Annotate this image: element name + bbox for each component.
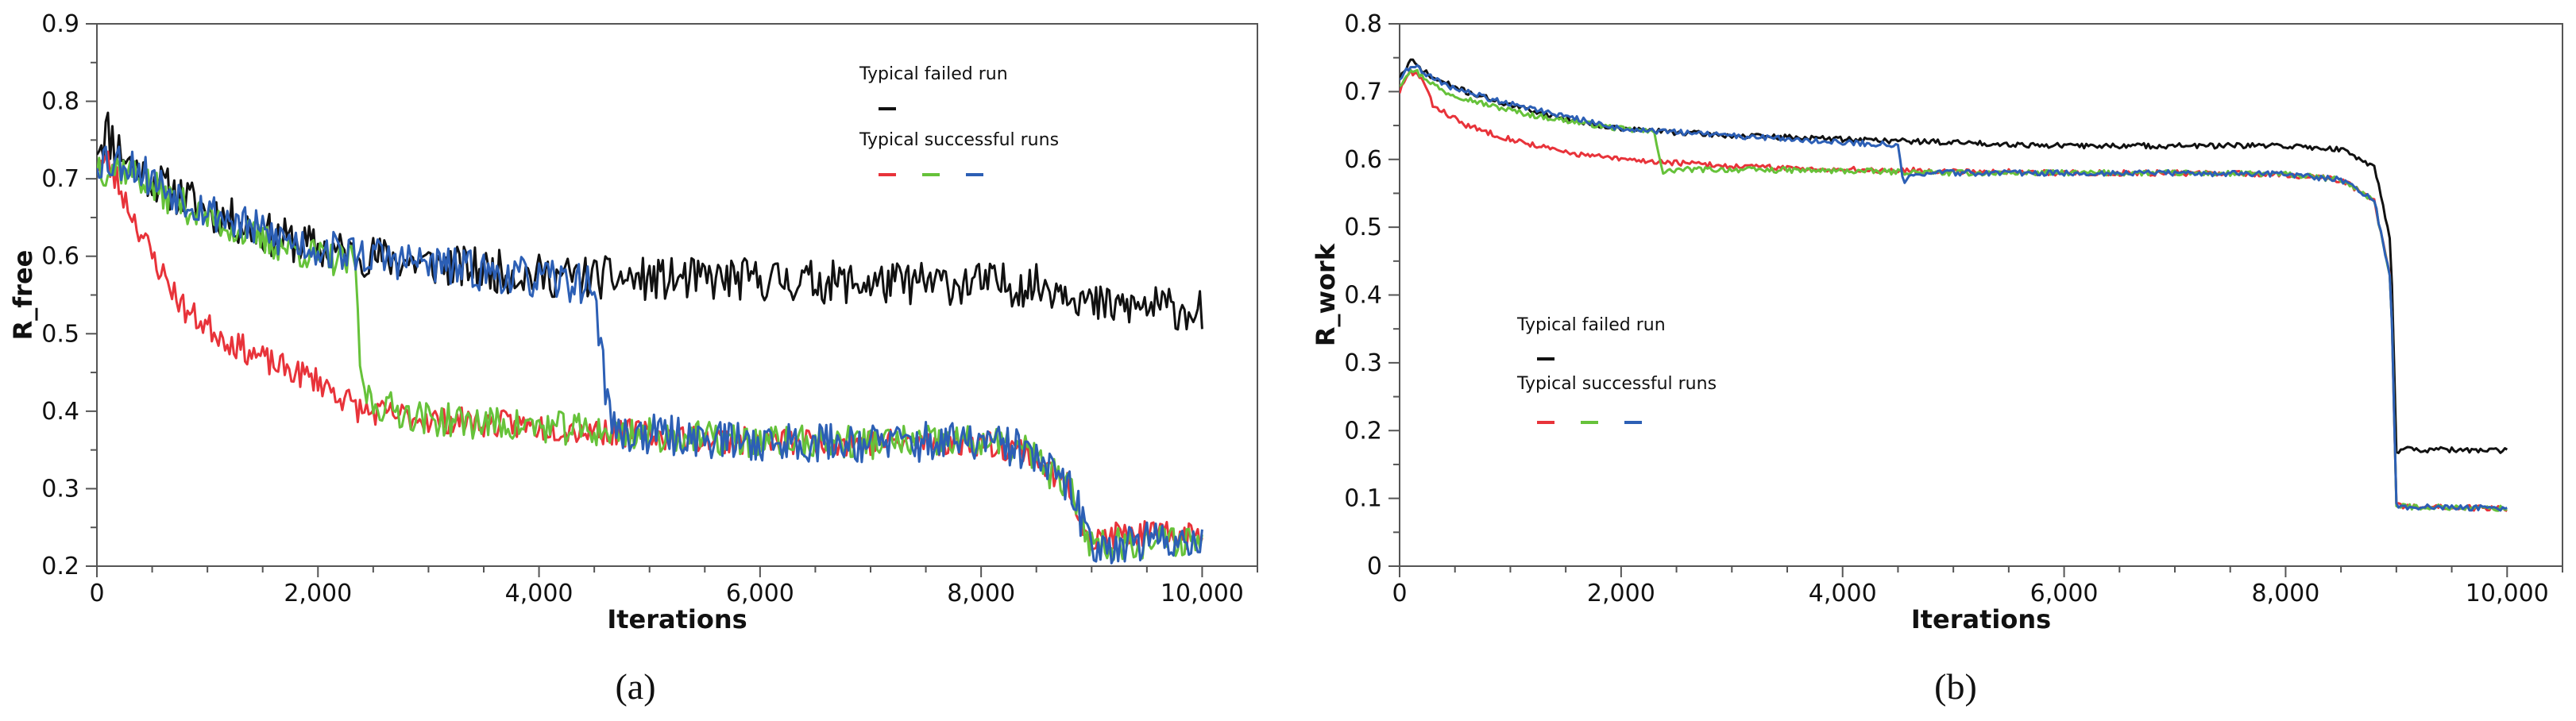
x-tick-label: 6,000 [726,580,794,607]
caption-a: (a) [615,666,655,707]
x-tick-label: 0 [89,580,104,607]
plot-frame [1399,23,2563,567]
x-tick-label: 2,000 [1587,580,1655,607]
y-tick-label: 0.7 [41,165,79,193]
y-tick-label: 0.3 [41,475,79,503]
y-tick-label: 0.9 [41,10,79,38]
x-tick-label: 6,000 [2030,580,2099,607]
y-tick-label: 0.6 [41,243,79,271]
y-tick-label: 0.1 [1344,485,1382,513]
y-tick-label: 0.5 [41,320,79,348]
x-axis-title: Iterations [1911,604,2051,634]
legend: Typical failed run Typical successful run… [859,64,1059,176]
legend-failed-label: Typical failed run [1516,315,1666,335]
legend-successful-label: Typical successful runs [859,130,1059,150]
y-tick-label: 0.8 [1344,10,1382,38]
x-tick-label: 10,000 [1161,580,1244,607]
x-axis-title: Iterations [607,604,747,634]
y-tick-label: 0.2 [41,553,79,580]
y-tick-label: 0.4 [1344,282,1382,310]
caption-b: (b) [1934,666,1977,707]
x-tick-label: 8,000 [947,580,1015,607]
series-line-success-green [97,156,1203,561]
x-tick-label: 8,000 [2251,580,2319,607]
y-tick-label: 0.6 [1344,146,1382,174]
series-line-success-red [1400,68,2508,512]
series-line-success-blue [1400,64,2508,512]
y-tick-label: 0.3 [1344,349,1382,377]
legend-failed-label: Typical failed run [859,64,1008,84]
series-line-success-green [1400,68,2508,512]
x-tick-label: 4,000 [1809,580,1877,607]
x-tick-label: 2,000 [284,580,352,607]
y-tick-label: 0 [1367,553,1382,580]
series-line-success-red [97,150,1203,551]
y-tick-label: 0.7 [1344,78,1382,106]
x-tick-label: 0 [1392,580,1407,607]
legend: Typical failed run Typical successful run… [1516,315,1717,424]
series-line-success-blue [97,145,1203,565]
y-tick-label: 0.2 [1344,417,1382,445]
y-tick-label: 0.8 [41,88,79,116]
chart-panel-b: 0 2,000 4,000 6,000 8,000 10,000 0 0.1 0.2 0.3 0.4… [1311,10,2563,634]
y-axis-title: R_free [8,250,38,341]
legend-successful-label: Typical successful runs [1516,374,1717,394]
x-tick-label: 10,000 [2466,580,2549,607]
x-tick-label: 4,000 [505,580,574,607]
y-tick-label: 0.4 [41,398,79,426]
y-tick-label: 0.5 [1344,214,1382,241]
y-axis-title: R_work [1311,243,1341,346]
chart-panel-a: 0 2,000 4,000 6,000 8,000 10,000 0.2 0.3 0.4 0.5 0… [8,10,1258,634]
